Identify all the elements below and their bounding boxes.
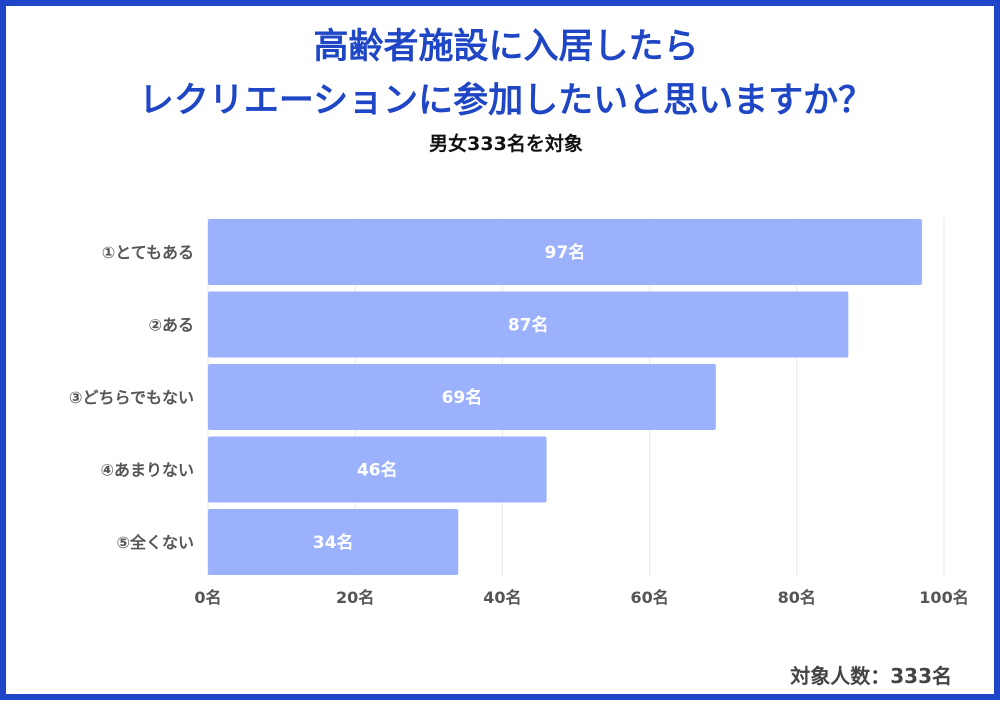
category-label: ①とてもある <box>102 243 194 262</box>
bar-value-label: 34名 <box>313 532 354 553</box>
bar <box>208 364 716 430</box>
category-label: ⑤全くない <box>116 533 194 552</box>
bar-value-label: 69名 <box>442 387 483 408</box>
x-tick-label: 0名 <box>194 588 221 607</box>
x-tick-label: 60名 <box>630 588 668 607</box>
category-label: ③どちらでもない <box>69 388 194 407</box>
bar <box>208 219 922 285</box>
category-label: ②ある <box>148 316 194 335</box>
bar-value-label: 97名 <box>545 242 586 263</box>
category-label: ④あまりない <box>100 461 194 480</box>
chart-subtitle: 男女333名を対象 <box>429 133 583 155</box>
sample-size-note: 対象人数：333名 <box>790 664 952 688</box>
x-tick-label: 100名 <box>919 588 968 607</box>
x-tick-label: 80名 <box>778 588 816 607</box>
bar-chart: 97名 ①とてもある 87名 ②ある 69名 ③どちらでもない 46名 ④あまりない 34名 ⑤全… <box>69 218 969 607</box>
bar-value-label: 46名 <box>357 460 398 481</box>
x-tick-label: 20名 <box>336 588 374 607</box>
chart-title-line-1: 高齢者施設に入居したら <box>313 27 699 67</box>
bar <box>208 509 459 575</box>
bar <box>208 291 849 358</box>
bar-value-label: 87名 <box>508 315 549 336</box>
x-tick-label: 40名 <box>483 588 521 607</box>
bar <box>208 436 547 503</box>
chart-title-line-2: レクリエーションに参加したいと思いますか？ <box>138 81 874 121</box>
